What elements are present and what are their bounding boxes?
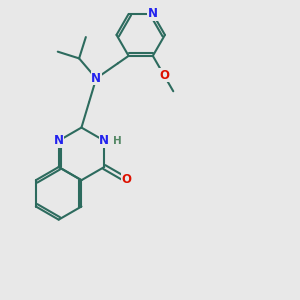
Text: O: O <box>159 69 169 82</box>
Text: N: N <box>91 72 101 85</box>
Text: N: N <box>148 8 158 20</box>
Text: O: O <box>121 173 131 186</box>
Text: N: N <box>54 134 64 147</box>
Text: N: N <box>99 134 109 147</box>
Text: H: H <box>113 136 122 146</box>
